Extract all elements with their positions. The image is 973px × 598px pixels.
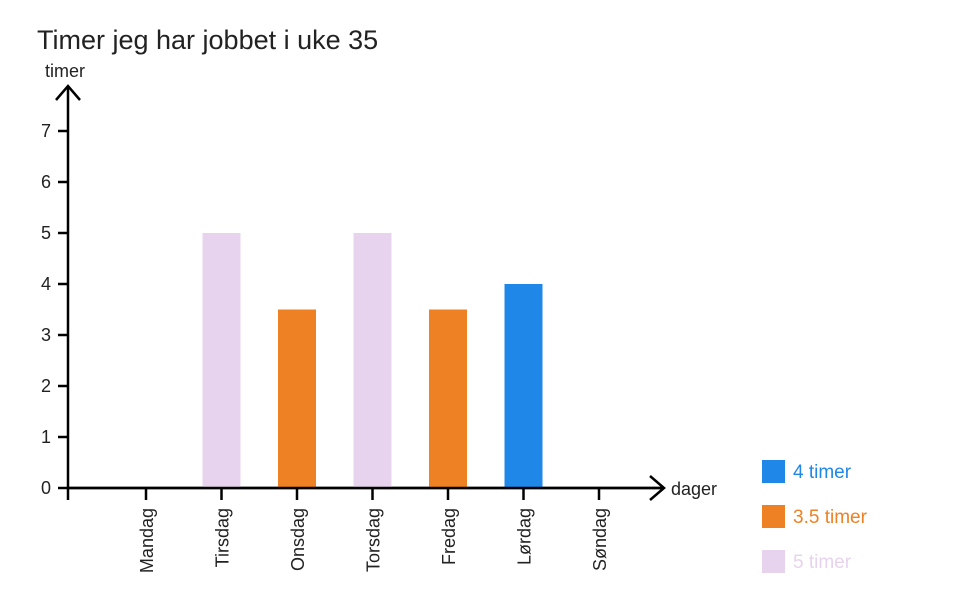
x-axis-label: dager xyxy=(671,479,717,499)
legend: 4 timer 3.5 timer 5 timer xyxy=(762,460,868,573)
y-tick-label: 5 xyxy=(41,223,51,243)
legend-label: 4 timer xyxy=(793,462,852,483)
x-tick-label: Tirsdag xyxy=(213,508,233,567)
y-tick-label: 2 xyxy=(41,376,51,396)
y-tick-label: 3 xyxy=(41,325,51,345)
legend-swatch xyxy=(762,550,785,573)
x-tick-label: Mandag xyxy=(137,508,157,573)
x-ticks: Mandag Tirsdag Onsdag Torsdag Fredag Lørdag Sø… xyxy=(137,488,610,573)
x-tick-label: Lørdag xyxy=(515,508,535,565)
bar-torsdag xyxy=(353,233,392,488)
bar-fredag xyxy=(429,309,467,488)
y-tick-label: 4 xyxy=(41,274,51,294)
x-tick-label: Torsdag xyxy=(364,508,384,572)
bar-lørdag xyxy=(504,284,543,488)
x-tick-label: Onsdag xyxy=(288,508,308,571)
legend-label: 5 timer xyxy=(793,552,852,573)
x-tick-label: Søndag xyxy=(590,508,610,571)
y-axis-arrow xyxy=(55,84,81,101)
legend-swatch xyxy=(762,505,785,528)
bar-tirsdag xyxy=(202,233,241,488)
y-tick-label: 0 xyxy=(41,478,51,498)
y-ticks: 0 1 2 3 4 5 6 7 xyxy=(41,121,68,498)
legend-swatch xyxy=(762,460,785,483)
y-tick-label: 7 xyxy=(41,121,51,141)
x-tick-label: Fredag xyxy=(439,508,459,565)
bars xyxy=(202,233,543,488)
y-axis-label: timer xyxy=(45,61,85,81)
y-tick-label: 1 xyxy=(41,427,51,447)
y-tick-label: 6 xyxy=(41,172,51,192)
bar-onsdag xyxy=(278,309,316,488)
chart-title: Timer jeg har jobbet i uke 35 xyxy=(37,25,378,55)
legend-label: 3.5 timer xyxy=(793,507,868,528)
